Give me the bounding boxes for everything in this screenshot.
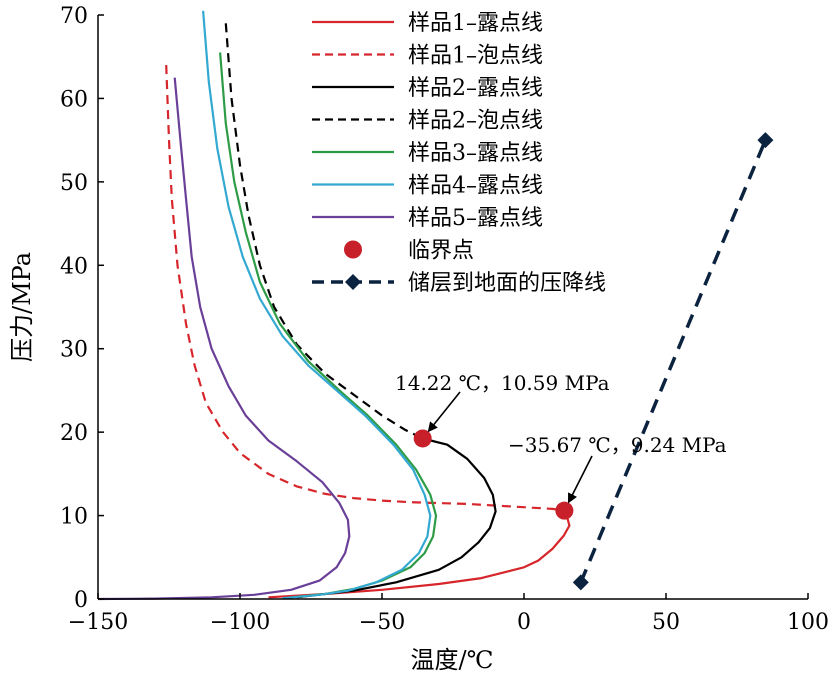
annotation-layer: 14.22 ℃，10.59 MPa −35.67 ℃，9.24 MPa bbox=[395, 371, 727, 504]
y-tick-label: 60 bbox=[60, 87, 88, 112]
annotation-arrow-2 bbox=[567, 455, 593, 504]
pressure-path-marker-2 bbox=[757, 132, 774, 149]
y-tick-label: 50 bbox=[60, 171, 88, 196]
legend-label-1: 样品1–露点线 bbox=[408, 11, 543, 36]
y-axis-title: 压力/MPa bbox=[8, 252, 36, 362]
legend-label-2: 样品1–泡点线 bbox=[408, 44, 543, 69]
y-tick-label: 20 bbox=[60, 421, 88, 446]
legend-label-5: 样品3–露点线 bbox=[408, 141, 543, 166]
critical-point-1 bbox=[413, 429, 432, 448]
x-tick-label: 50 bbox=[652, 610, 680, 635]
legend-label-8: 临界点 bbox=[408, 239, 474, 264]
series-line-7 bbox=[97, 77, 351, 601]
series-layer bbox=[97, 10, 768, 601]
y-tick-label: 30 bbox=[60, 338, 88, 363]
legend-swatch-critical-point bbox=[344, 240, 362, 259]
critical-point-2 bbox=[555, 501, 574, 520]
x-tick-label: −50 bbox=[359, 610, 405, 635]
x-tick-label: −150 bbox=[68, 610, 128, 635]
series-line-2 bbox=[165, 65, 565, 512]
series-line-1 bbox=[268, 510, 571, 599]
pressure-path-line bbox=[579, 139, 768, 583]
y-tick-label: 0 bbox=[74, 588, 88, 613]
y-tick-label: 10 bbox=[60, 505, 88, 530]
legend-label-7: 样品5–露点线 bbox=[408, 206, 543, 231]
legend-label-3: 样品2–露点线 bbox=[408, 76, 543, 101]
legend-label-6: 样品4–露点线 bbox=[408, 174, 543, 199]
legend-label-9: 储层到地面的压降线 bbox=[408, 271, 606, 296]
x-axis-title: 温度/℃ bbox=[411, 646, 494, 674]
y-tick-label: 40 bbox=[60, 254, 88, 279]
series-line-5 bbox=[219, 52, 438, 599]
annotation-arrow-1 bbox=[427, 391, 461, 433]
axes: −150 −100 −50 0 50 100 0 10 20 30 40 50 60 70 bbox=[60, 4, 829, 635]
series-line-6 bbox=[202, 10, 432, 600]
legend: 样品1–露点线样品1–泡点线样品2–露点线样品2–泡点线样品3–露点线样品4–露… bbox=[312, 11, 606, 296]
x-tick-label: 0 bbox=[517, 610, 531, 635]
x-tick-label: −100 bbox=[210, 610, 270, 635]
legend-label-4: 样品2–泡点线 bbox=[408, 109, 543, 134]
x-tick-label: 100 bbox=[787, 610, 829, 635]
series-line-3 bbox=[296, 437, 497, 599]
pressure-path-marker-1 bbox=[572, 574, 589, 591]
annotation-label-1: 14.22 ℃，10.59 MPa bbox=[395, 371, 610, 395]
legend-swatch-pressure-marker bbox=[345, 274, 361, 290]
annotation-label-2: −35.67 ℃，9.24 MPa bbox=[508, 433, 727, 457]
y-tick-label: 70 bbox=[60, 4, 88, 29]
marker-layer bbox=[413, 132, 774, 591]
